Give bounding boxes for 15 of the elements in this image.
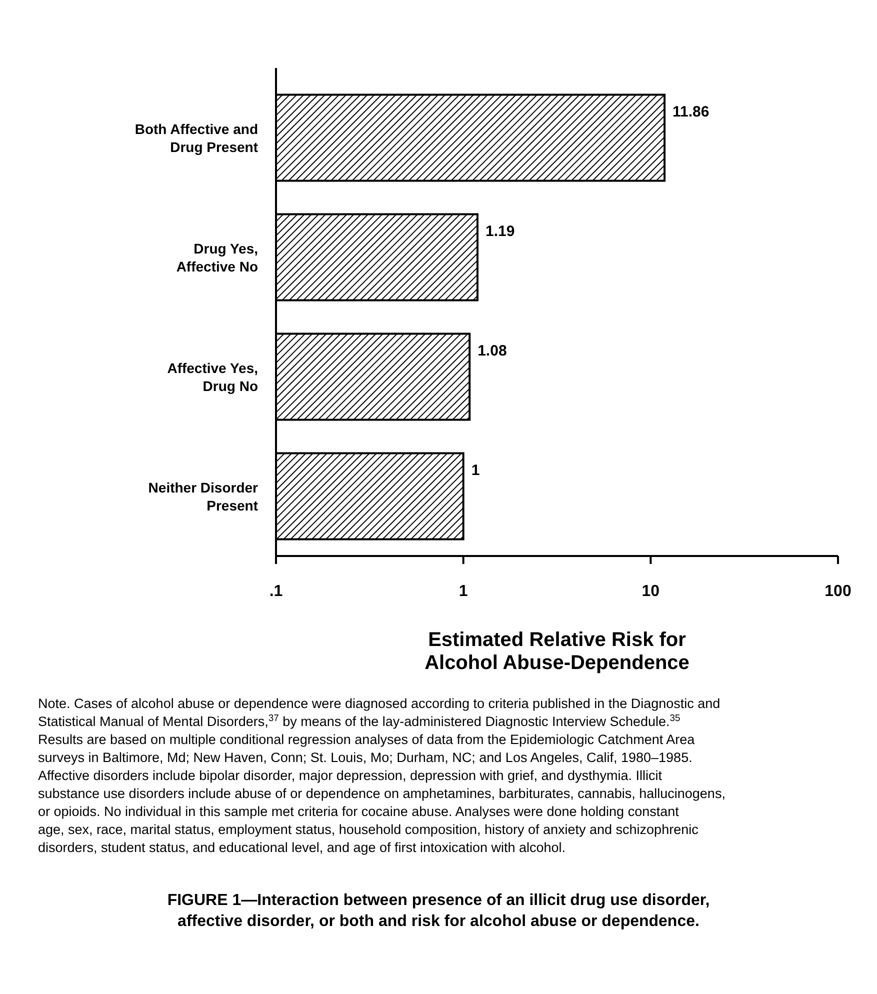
data-label: 1.19 xyxy=(485,223,515,240)
data-label: 1 xyxy=(471,462,480,480)
y-tick-label: Neither Disorder Present xyxy=(148,479,259,514)
x-tick-label: .1 xyxy=(269,583,283,600)
caption: FIGURE 1—Interaction between presence of an illicit drug use disorder, affective disorder, or both and risk for alcohol abuse or dependence. xyxy=(167,892,710,930)
data-label: 1.08 xyxy=(478,342,507,360)
data-label: 11.86 xyxy=(672,104,710,121)
x-tick-label: 100 xyxy=(824,583,852,600)
x-axis-title: Estimated Relative Risk for Alcohol Abuse-Dependence xyxy=(424,629,690,674)
y-tick-label: Both Affective and Drug Present xyxy=(134,120,258,155)
text: Note. Cases of alcohol abuse or dependence were diagnosed according to criteria published in the Diagnostic and Statistical Manual of Mental Disorders,$^{37}$ by means of the lay-administered Diagnostic Interview Schedule.$^{35}$ Results are based on multiple conditional regression analyses of data from the Epidemiologic Catchment Area surveys in Baltimore, Md; New Haven, Conn; St. Louis, Mo; Durham, NC; and Los Angeles, Calif, 1980–1985. Affective disorders include bipolar disorder, major depression, depression with grief, and dysthymia. Illicit substance use disorders include abuse of or dependence on amphetamines, barbiturates, cannabis, hallucinogens, or opioids. No individual in this sample met criteria for cocaine abuse. Analyses were done holding constant age, sex, race, marital status, employment status, household composition, history of anxiety and schizophrenic disorders, student status, and educational level, and age of first intoxication with alcohol. xyxy=(38,696,726,855)
y-tick-label: Drug Yes, Affective No xyxy=(176,240,258,274)
y-tick-label: Affective Yes, Drug No xyxy=(167,360,258,394)
x-tick-label: 10 xyxy=(642,583,660,600)
x-tick-label: 1 xyxy=(458,583,468,600)
